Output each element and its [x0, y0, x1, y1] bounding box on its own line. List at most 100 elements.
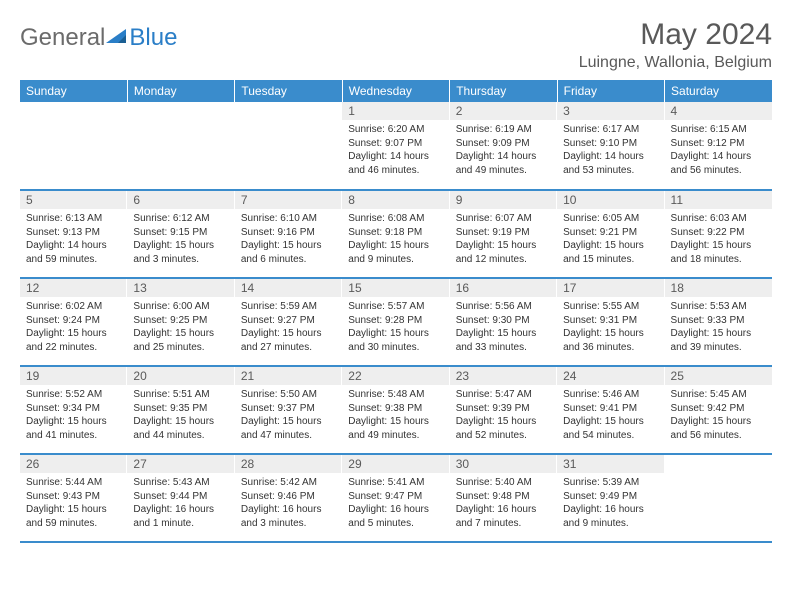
day-details: Sunrise: 6:02 AMSunset: 9:24 PMDaylight:… — [20, 297, 127, 357]
calendar-day-cell: 25Sunrise: 5:45 AMSunset: 9:42 PMDayligh… — [665, 366, 772, 454]
day-details: Sunrise: 6:15 AMSunset: 9:12 PMDaylight:… — [665, 120, 772, 180]
calendar-week-row: 12Sunrise: 6:02 AMSunset: 9:24 PMDayligh… — [20, 278, 772, 366]
calendar-day-cell: 16Sunrise: 5:56 AMSunset: 9:30 PMDayligh… — [450, 278, 557, 366]
day-number: 3 — [557, 102, 664, 120]
calendar-day-cell — [127, 102, 234, 190]
calendar-day-cell: 27Sunrise: 5:43 AMSunset: 9:44 PMDayligh… — [127, 454, 234, 542]
day-number: 29 — [342, 455, 449, 473]
calendar-day-cell: 23Sunrise: 5:47 AMSunset: 9:39 PMDayligh… — [450, 366, 557, 454]
calendar-day-cell — [235, 102, 342, 190]
calendar-day-cell: 2Sunrise: 6:19 AMSunset: 9:09 PMDaylight… — [450, 102, 557, 190]
calendar-day-cell: 5Sunrise: 6:13 AMSunset: 9:13 PMDaylight… — [20, 190, 127, 278]
day-number: 22 — [342, 367, 449, 385]
calendar-day-cell: 19Sunrise: 5:52 AMSunset: 9:34 PMDayligh… — [20, 366, 127, 454]
day-details: Sunrise: 5:51 AMSunset: 9:35 PMDaylight:… — [127, 385, 234, 445]
calendar-day-cell: 15Sunrise: 5:57 AMSunset: 9:28 PMDayligh… — [342, 278, 449, 366]
day-details: Sunrise: 5:53 AMSunset: 9:33 PMDaylight:… — [665, 297, 772, 357]
day-details: Sunrise: 6:08 AMSunset: 9:18 PMDaylight:… — [342, 209, 449, 269]
calendar-day-cell: 4Sunrise: 6:15 AMSunset: 9:12 PMDaylight… — [665, 102, 772, 190]
day-details: Sunrise: 6:12 AMSunset: 9:15 PMDaylight:… — [127, 209, 234, 269]
day-details: Sunrise: 6:05 AMSunset: 9:21 PMDaylight:… — [557, 209, 664, 269]
calendar-table: SundayMondayTuesdayWednesdayThursdayFrid… — [20, 80, 772, 543]
day-details: Sunrise: 5:44 AMSunset: 9:43 PMDaylight:… — [20, 473, 127, 533]
calendar-day-cell: 26Sunrise: 5:44 AMSunset: 9:43 PMDayligh… — [20, 454, 127, 542]
day-details: Sunrise: 5:59 AMSunset: 9:27 PMDaylight:… — [235, 297, 342, 357]
day-number: 10 — [557, 191, 664, 209]
calendar-day-cell: 11Sunrise: 6:03 AMSunset: 9:22 PMDayligh… — [665, 190, 772, 278]
day-details: Sunrise: 6:13 AMSunset: 9:13 PMDaylight:… — [20, 209, 127, 269]
calendar-week-row: 5Sunrise: 6:13 AMSunset: 9:13 PMDaylight… — [20, 190, 772, 278]
calendar-day-cell: 14Sunrise: 5:59 AMSunset: 9:27 PMDayligh… — [235, 278, 342, 366]
day-number: 13 — [127, 279, 234, 297]
calendar-day-cell: 9Sunrise: 6:07 AMSunset: 9:19 PMDaylight… — [450, 190, 557, 278]
day-details: Sunrise: 5:57 AMSunset: 9:28 PMDaylight:… — [342, 297, 449, 357]
day-number: 15 — [342, 279, 449, 297]
location-text: Luingne, Wallonia, Belgium — [579, 54, 772, 72]
calendar-day-cell: 13Sunrise: 6:00 AMSunset: 9:25 PMDayligh… — [127, 278, 234, 366]
day-details: Sunrise: 5:48 AMSunset: 9:38 PMDaylight:… — [342, 385, 449, 445]
weekday-header: Monday — [127, 80, 234, 102]
day-details: Sunrise: 5:42 AMSunset: 9:46 PMDaylight:… — [235, 473, 342, 533]
day-number: 16 — [450, 279, 557, 297]
calendar-day-cell: 12Sunrise: 6:02 AMSunset: 9:24 PMDayligh… — [20, 278, 127, 366]
calendar-body: 1Sunrise: 6:20 AMSunset: 9:07 PMDaylight… — [20, 102, 772, 542]
day-details: Sunrise: 6:17 AMSunset: 9:10 PMDaylight:… — [557, 120, 664, 180]
day-number: 6 — [127, 191, 234, 209]
day-details: Sunrise: 5:40 AMSunset: 9:48 PMDaylight:… — [450, 473, 557, 533]
day-number: 5 — [20, 191, 127, 209]
day-details: Sunrise: 6:00 AMSunset: 9:25 PMDaylight:… — [127, 297, 234, 357]
day-number: 24 — [557, 367, 664, 385]
calendar-day-cell: 20Sunrise: 5:51 AMSunset: 9:35 PMDayligh… — [127, 366, 234, 454]
day-details: Sunrise: 6:10 AMSunset: 9:16 PMDaylight:… — [235, 209, 342, 269]
weekday-header: Saturday — [665, 80, 772, 102]
calendar-day-cell: 28Sunrise: 5:42 AMSunset: 9:46 PMDayligh… — [235, 454, 342, 542]
day-details: Sunrise: 5:43 AMSunset: 9:44 PMDaylight:… — [127, 473, 234, 533]
day-number: 17 — [557, 279, 664, 297]
day-details: Sunrise: 6:03 AMSunset: 9:22 PMDaylight:… — [665, 209, 772, 269]
calendar-day-cell: 7Sunrise: 6:10 AMSunset: 9:16 PMDaylight… — [235, 190, 342, 278]
calendar-day-cell: 3Sunrise: 6:17 AMSunset: 9:10 PMDaylight… — [557, 102, 664, 190]
weekday-header: Tuesday — [235, 80, 342, 102]
day-number: 31 — [557, 455, 664, 473]
day-details: Sunrise: 5:45 AMSunset: 9:42 PMDaylight:… — [665, 385, 772, 445]
day-number: 9 — [450, 191, 557, 209]
day-details: Sunrise: 5:55 AMSunset: 9:31 PMDaylight:… — [557, 297, 664, 357]
weekday-header: Friday — [557, 80, 664, 102]
day-details: Sunrise: 5:46 AMSunset: 9:41 PMDaylight:… — [557, 385, 664, 445]
day-number: 12 — [20, 279, 127, 297]
day-details: Sunrise: 5:56 AMSunset: 9:30 PMDaylight:… — [450, 297, 557, 357]
day-number: 28 — [235, 455, 342, 473]
day-details: Sunrise: 5:50 AMSunset: 9:37 PMDaylight:… — [235, 385, 342, 445]
day-number: 26 — [20, 455, 127, 473]
day-details: Sunrise: 6:07 AMSunset: 9:19 PMDaylight:… — [450, 209, 557, 269]
day-details: Sunrise: 5:41 AMSunset: 9:47 PMDaylight:… — [342, 473, 449, 533]
day-number: 30 — [450, 455, 557, 473]
day-number: 8 — [342, 191, 449, 209]
calendar-day-cell — [665, 454, 772, 542]
day-number: 11 — [665, 191, 772, 209]
calendar-day-cell: 1Sunrise: 6:20 AMSunset: 9:07 PMDaylight… — [342, 102, 449, 190]
page-header: General Blue May 2024 Luingne, Wallonia,… — [20, 18, 772, 72]
day-number: 7 — [235, 191, 342, 209]
logo: General Blue — [20, 24, 177, 52]
calendar-day-cell: 6Sunrise: 6:12 AMSunset: 9:15 PMDaylight… — [127, 190, 234, 278]
day-number: 20 — [127, 367, 234, 385]
calendar-day-cell: 17Sunrise: 5:55 AMSunset: 9:31 PMDayligh… — [557, 278, 664, 366]
calendar-day-cell: 24Sunrise: 5:46 AMSunset: 9:41 PMDayligh… — [557, 366, 664, 454]
logo-part2: Blue — [129, 24, 177, 52]
day-number: 14 — [235, 279, 342, 297]
calendar-day-cell: 31Sunrise: 5:39 AMSunset: 9:49 PMDayligh… — [557, 454, 664, 542]
logo-part1: General — [20, 24, 105, 52]
day-number: 27 — [127, 455, 234, 473]
day-number: 18 — [665, 279, 772, 297]
calendar-day-cell: 10Sunrise: 6:05 AMSunset: 9:21 PMDayligh… — [557, 190, 664, 278]
calendar-day-cell: 18Sunrise: 5:53 AMSunset: 9:33 PMDayligh… — [665, 278, 772, 366]
weekday-header: Sunday — [20, 80, 127, 102]
day-details: Sunrise: 6:20 AMSunset: 9:07 PMDaylight:… — [342, 120, 449, 180]
calendar-week-row: 26Sunrise: 5:44 AMSunset: 9:43 PMDayligh… — [20, 454, 772, 542]
calendar-day-cell: 29Sunrise: 5:41 AMSunset: 9:47 PMDayligh… — [342, 454, 449, 542]
calendar-day-cell: 21Sunrise: 5:50 AMSunset: 9:37 PMDayligh… — [235, 366, 342, 454]
day-number: 25 — [665, 367, 772, 385]
calendar-day-cell: 8Sunrise: 6:08 AMSunset: 9:18 PMDaylight… — [342, 190, 449, 278]
calendar-day-cell: 22Sunrise: 5:48 AMSunset: 9:38 PMDayligh… — [342, 366, 449, 454]
